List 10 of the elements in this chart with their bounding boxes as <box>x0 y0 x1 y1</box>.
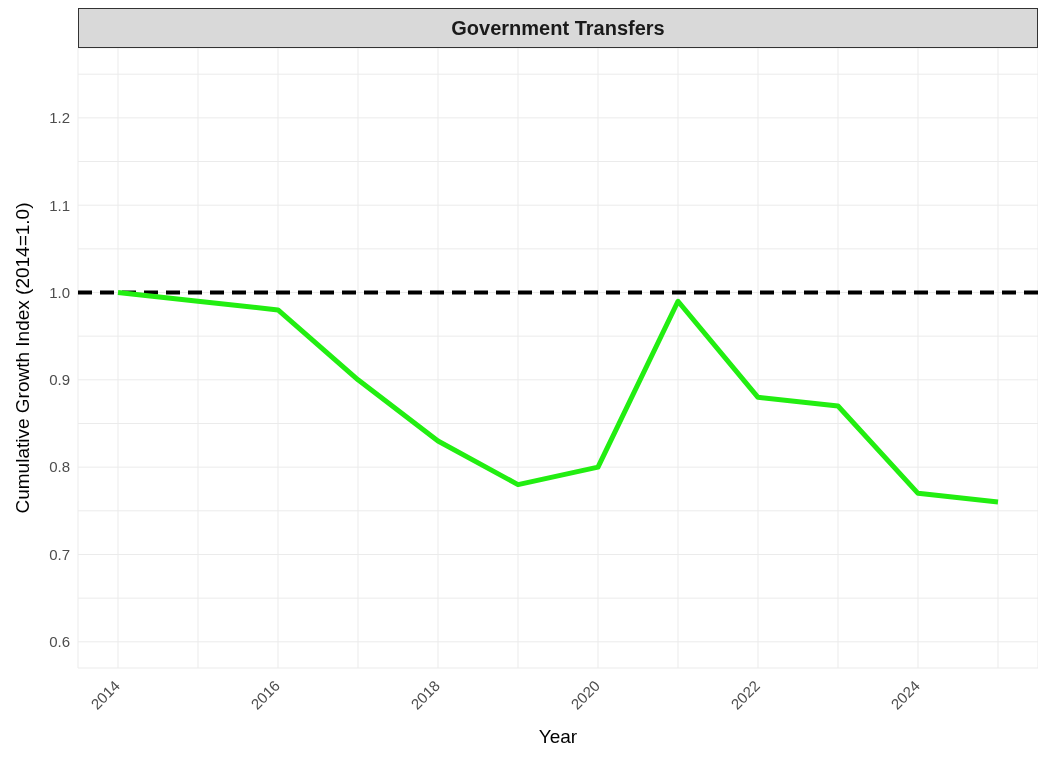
y-axis-title: Cumulative Growth Index (2014=1.0) <box>11 202 33 514</box>
y-tick-label: 0.9 <box>49 371 70 389</box>
chart-title: Government Transfers <box>78 8 1038 48</box>
y-tick-label: 1.1 <box>49 196 70 214</box>
y-tick-label: 0.6 <box>49 633 70 651</box>
y-tick-label: 0.7 <box>49 545 70 563</box>
y-tick-label: 0.8 <box>49 458 70 476</box>
x-axis-title: Year <box>538 726 578 747</box>
y-tick-label: 1.0 <box>49 283 70 301</box>
y-tick-label: 1.2 <box>49 109 70 127</box>
